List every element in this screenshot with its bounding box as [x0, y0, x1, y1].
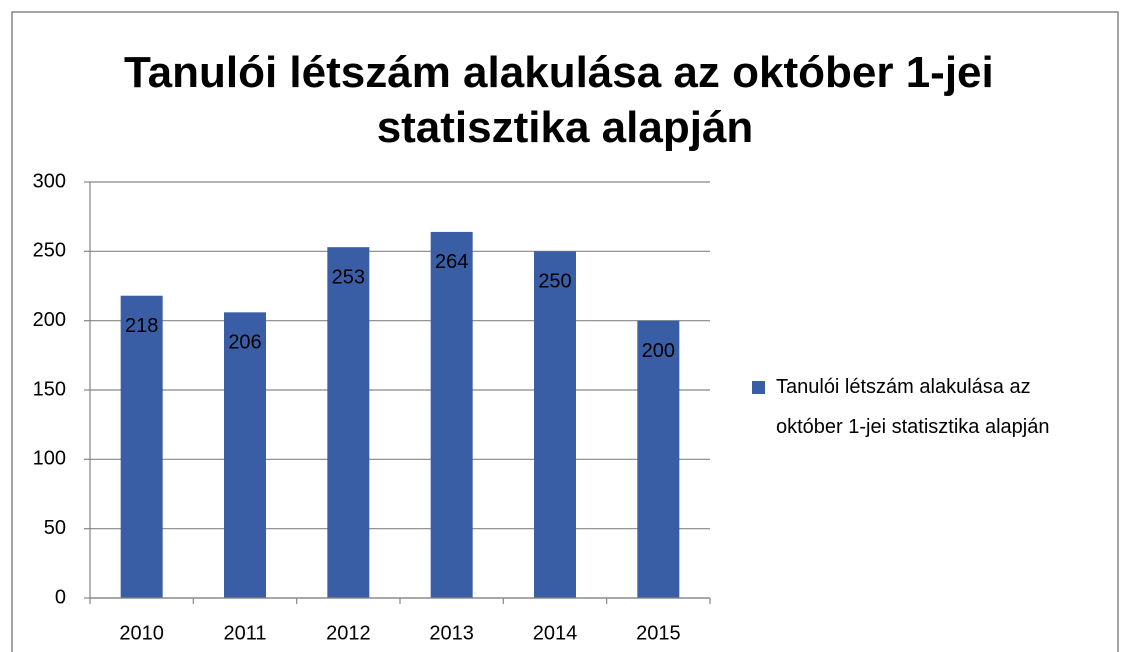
bar	[120, 295, 163, 598]
y-tick-label: 100	[33, 448, 66, 470]
y-tick-label: 250	[33, 240, 66, 262]
bar	[637, 320, 680, 598]
bar	[327, 247, 370, 598]
x-tick-label: 2015	[636, 622, 681, 644]
y-tick-label: 50	[44, 517, 66, 539]
data-label: 253	[332, 266, 365, 288]
data-label: 264	[435, 251, 468, 273]
y-tick-label: 300	[33, 170, 66, 192]
x-tick-label: 2013	[429, 622, 474, 644]
bar	[534, 251, 576, 599]
y-tick-label: 150	[33, 378, 66, 400]
legend-swatch	[752, 381, 765, 394]
data-label: 206	[228, 332, 261, 354]
y-tick-label: 0	[55, 586, 66, 608]
bar	[224, 312, 266, 598]
chart-title: Tanulói létszám alakulása az október 1-j…	[124, 48, 1006, 152]
y-tick-label: 200	[33, 309, 66, 331]
x-tick-label: 2011	[223, 622, 266, 644]
x-tick-label: 2010	[119, 622, 164, 644]
x-tick-label: 2012	[326, 622, 371, 644]
data-label: 218	[125, 315, 158, 337]
data-label: 250	[538, 271, 571, 293]
data-label: 200	[642, 340, 675, 362]
bar	[430, 231, 473, 599]
x-tick-label: 2014	[533, 622, 578, 644]
legend-label: Tanulói létszám alakulása az október 1-j…	[776, 376, 1049, 438]
